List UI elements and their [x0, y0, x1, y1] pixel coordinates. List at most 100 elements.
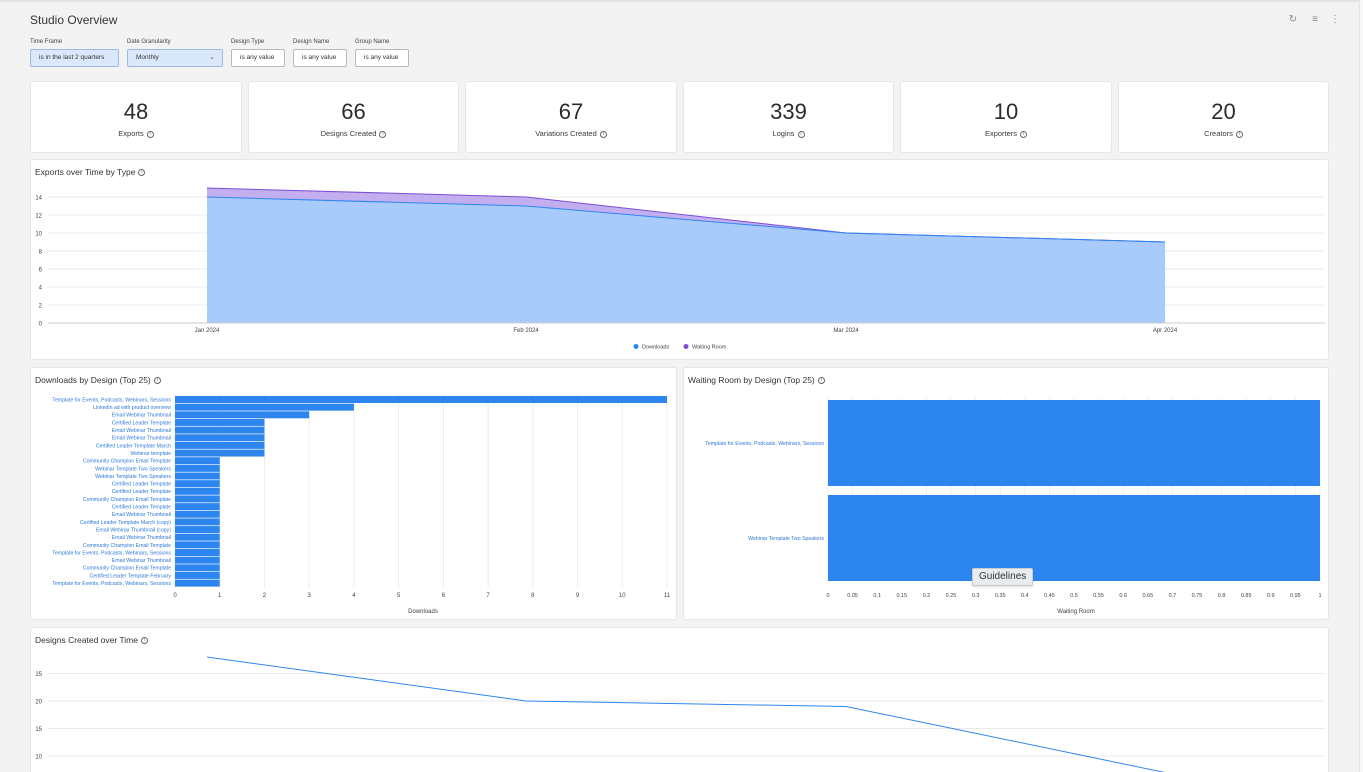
bar	[175, 441, 265, 449]
kpi-label: Designs Created	[320, 129, 377, 138]
x-tick-label: 0.95	[1290, 593, 1301, 599]
chart-title: Downloads by Design (Top 25)	[35, 375, 151, 385]
select-value: Monthly	[136, 54, 159, 61]
legend-label-downloads: Downloads	[642, 345, 669, 351]
bar	[175, 487, 220, 495]
filter-icon[interactable]: ≡	[1312, 14, 1318, 25]
x-tick-label: 0.85	[1241, 593, 1252, 599]
bar-category-label: Community Champion Email Template	[83, 497, 171, 503]
x-tick-label: 0.9	[1267, 593, 1275, 599]
bar-category-label: Webinar Template Two Speakers	[748, 536, 824, 542]
series-area-downloads	[207, 197, 1165, 323]
x-tick-label: Feb 2024	[513, 328, 539, 334]
filter-value-design-type[interactable]: is any value	[231, 49, 285, 67]
chart-card-downloads-by-design: Downloads by Design (Top 25) i 0 1 2 3 4 5 6 7 8 9…	[30, 367, 677, 620]
info-icon[interactable]: i	[817, 377, 825, 385]
info-icon[interactable]: i	[1020, 130, 1028, 138]
bar-category-label: Template for Events, Podcasts, Webinars,…	[705, 441, 824, 447]
x-tick-label: 0.3	[972, 593, 980, 599]
filter-design-name: Design Name is any value	[293, 39, 347, 67]
kpi-card-exports: 48 Exports i	[30, 81, 242, 153]
bar	[175, 495, 220, 503]
y-tick-label: 14	[35, 196, 42, 202]
filter-value-design-name[interactable]: is any value	[293, 49, 347, 67]
kpi-label-row: Exporters i	[901, 129, 1111, 138]
chart-title-row: Designs Created over Time i	[35, 635, 148, 645]
filter-value-group-name[interactable]: is any value	[355, 49, 409, 67]
x-tick-label: 0.55	[1093, 593, 1104, 599]
y-tick-label: 15	[35, 727, 42, 733]
kpi-value: 66	[341, 99, 366, 124]
filter-value-time-frame[interactable]: is in the last 2 quarters	[30, 49, 119, 67]
top-border	[0, 0, 1363, 2]
bar-category-label: Community Champion Email Template	[83, 566, 171, 572]
x-tick-label: 11	[664, 593, 671, 599]
x-tick-label: 0.75	[1192, 593, 1203, 599]
waiting-room-bar-chart: 0 0.05 0.1 0.15 0.2 0.25 0.3 0.35 0.4 0.45 0.5 0.55…	[705, 398, 1322, 615]
x-tick-label: 4	[352, 593, 356, 599]
x-tick-label: 10	[619, 593, 626, 599]
bar	[175, 480, 220, 488]
kpi-label: Exporters	[984, 129, 1018, 138]
x-tick-label: 0.15	[896, 593, 907, 599]
more-vert-icon[interactable]: ⋮	[1330, 14, 1340, 25]
info-icon[interactable]: i	[153, 377, 161, 385]
refresh-icon[interactable]: ↻	[1288, 14, 1298, 25]
downloads-bar-chart: 0 1 2 3 4 5 6 7 8 9 10 11 Template for Events, Podca…	[52, 394, 671, 615]
filter-date-granularity: Date Granularity Monthly ⌄	[127, 39, 223, 67]
bar-category-label: Template for Events, Podcasts, Webinars,…	[52, 581, 171, 587]
legend-marker-downloads	[633, 344, 639, 349]
date-granularity-select[interactable]: Monthly ⌄	[127, 49, 223, 67]
x-tick-label: 3	[308, 593, 312, 599]
kpi-label-row: Designs Created i	[249, 129, 458, 138]
kpi-label-row: Exports i	[31, 129, 241, 138]
bar-category-label: Certified Leader Template February	[89, 573, 171, 579]
chart-title: Designs Created over Time	[35, 635, 138, 645]
filter-time-frame: Time Frame is in the last 2 quarters	[30, 39, 119, 67]
y-tick-label: 10	[35, 755, 42, 761]
x-tick-label: 2	[263, 593, 267, 599]
y-tick-label: 20	[35, 700, 42, 706]
x-tick-label: 0.45	[1044, 593, 1055, 599]
info-icon[interactable]: i	[797, 130, 805, 138]
x-tick-label: Jan 2024	[195, 328, 220, 334]
info-icon[interactable]: i	[379, 130, 387, 138]
filter-label: Design Type	[231, 39, 265, 45]
info-icon[interactable]: i	[599, 130, 607, 138]
info-icon[interactable]: i	[141, 637, 148, 645]
x-tick-label: Apr 2024	[1153, 328, 1178, 334]
designs-line-chart: 10 15 20 25	[35, 656, 1325, 772]
bar	[175, 541, 220, 549]
chart-title-row: Exports over Time by Type i	[35, 167, 146, 177]
y-tick-label: 10	[35, 232, 42, 238]
x-tick-label: 0.1	[873, 593, 881, 599]
bar-category-label: Email Webinar Thumbnail	[112, 413, 171, 419]
bar	[175, 396, 667, 403]
x-tick-label: 0.25	[946, 593, 957, 599]
bar	[175, 571, 220, 579]
bar-category-label: Certified Leader Template	[112, 505, 171, 511]
kpi-label-row: Creators i	[1119, 129, 1328, 138]
bar-category-label: Webinar Template Two Speakers	[95, 466, 171, 472]
kpi-label: Logins	[772, 129, 795, 138]
y-tick-label: 4	[39, 286, 43, 292]
bar	[175, 503, 220, 511]
bar-category-label: Email Webinar Thumbnail	[112, 436, 171, 442]
kpi-card-variations-created: 67 Variations Created i	[465, 81, 677, 153]
x-tick-label: 9	[576, 593, 580, 599]
bar	[175, 411, 310, 419]
bar-category-label: Template for Events, Podcasts, Webinars,…	[52, 550, 171, 556]
x-tick-label: 0.7	[1169, 593, 1177, 599]
bar-category-label: Webinar template	[130, 451, 171, 457]
guidelines-tooltip: Guidelines	[972, 568, 1034, 586]
chart-title: Waiting Room by Design (Top 25)	[688, 375, 815, 385]
info-icon[interactable]: i	[146, 130, 154, 138]
bar	[828, 495, 1320, 581]
bar-category-label: Certified Leader Template March (copy)	[80, 520, 171, 526]
chart-title: Exports over Time by Type	[35, 167, 136, 177]
x-tick-label: 0.65	[1142, 593, 1153, 599]
page-scrollbar[interactable]	[1359, 0, 1363, 772]
info-icon[interactable]: i	[1235, 130, 1243, 138]
page-title: Studio Overview	[30, 13, 118, 27]
info-icon[interactable]: i	[138, 169, 146, 177]
